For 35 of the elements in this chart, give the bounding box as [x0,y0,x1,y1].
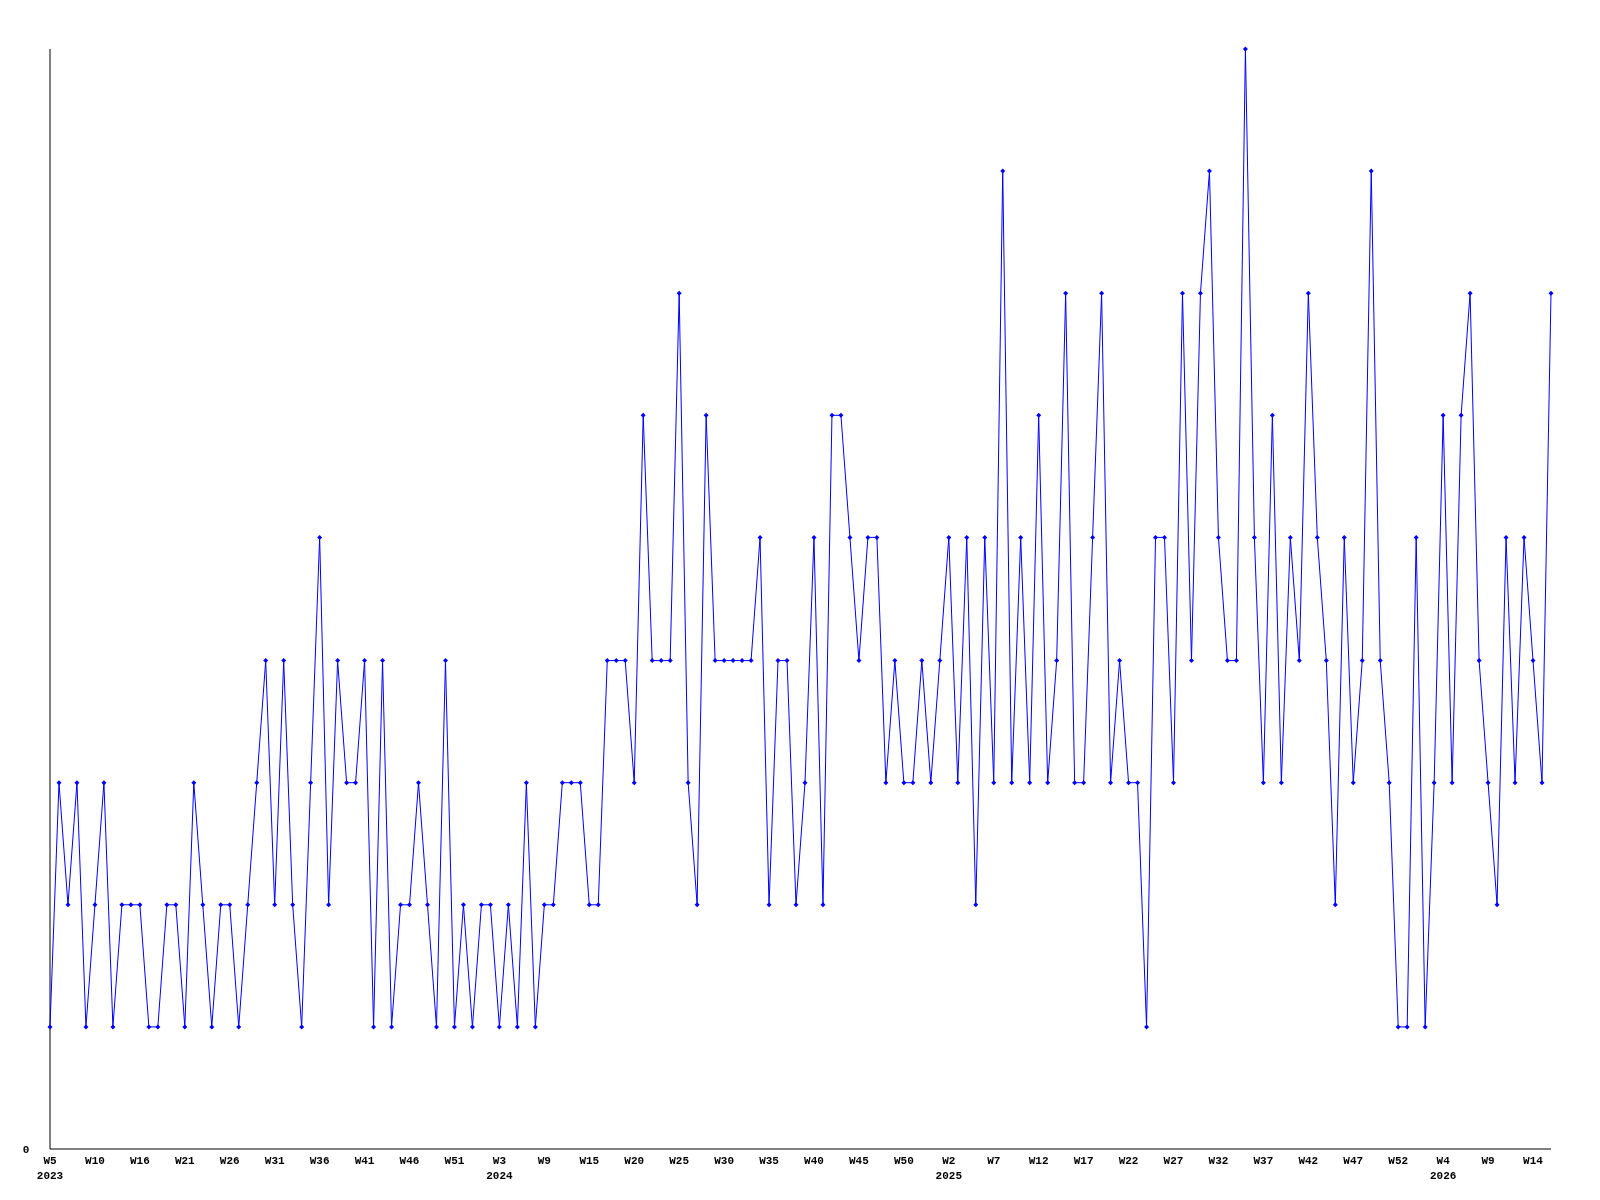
x-tick-label: W9 [1481,1155,1495,1167]
x-tick-label: W10 [85,1155,105,1167]
x-tick-label: W27 [1163,1155,1184,1167]
x-tick-label: W12 [1028,1155,1049,1167]
x-tick-label: W52 [1388,1155,1409,1167]
x-tick-label: W20 [624,1155,645,1167]
x-tick-label: W22 [1118,1155,1139,1167]
x-tick-label: W46 [399,1155,420,1167]
x-tick-label: W17 [1073,1155,1094,1167]
x-tick-label: W21 [174,1155,196,1167]
x-tick-label: W3 2024 [486,1155,513,1182]
x-tick-label: W45 [849,1155,870,1167]
x-tick-label: W7 [987,1155,1001,1167]
x-tick-label: W37 [1253,1155,1274,1167]
x-tick-label: W42 [1298,1155,1319,1167]
x-tick-label: W32 [1208,1155,1229,1167]
x-tick-label: W4 2026 [1429,1155,1457,1182]
x-tick-label: W30 [714,1155,735,1167]
x-tick-label: W35 [759,1155,780,1167]
x-tick-label: W36 [309,1155,330,1167]
x-tick-label: W40 [804,1155,824,1167]
x-tick-label: W41 [354,1155,375,1167]
text: 0 [22,1144,30,1156]
x-tick-label: W5 2023 [36,1155,64,1182]
x-tick-label: W25 [669,1155,690,1167]
x-tick-label: W2 2025 [935,1155,963,1182]
x-tick-label: W14 [1523,1155,1544,1167]
x-tick-label: W31 [264,1155,285,1167]
x-tick-label: W47 [1343,1155,1364,1167]
x-tick-label: W51 [444,1155,465,1167]
x-tick-label: W15 [579,1155,600,1167]
x-tick-label: W16 [129,1155,150,1167]
x-tick-label: W50 [893,1155,914,1167]
x-tick-label: W9 [537,1155,551,1167]
x-tick-label: W26 [219,1155,240,1167]
